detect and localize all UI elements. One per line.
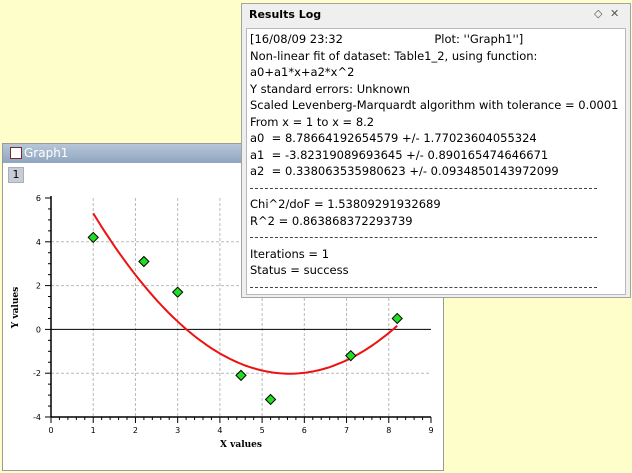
x-tick-label: 9	[428, 426, 433, 435]
log-timestamp: [16/08/09 23:32	[250, 32, 343, 46]
x-tick-label: 8	[386, 426, 391, 435]
data-point[interactable]	[171, 286, 184, 298]
data-point[interactable]	[235, 369, 247, 382]
log-line: From x = 1 to x = 8.2	[250, 114, 375, 129]
log-line: a1 = -3.82319089693645 +/- 0.89016547464…	[250, 147, 549, 162]
log-header-line: [16/08/09 23:32 Plot: ''Graph1'']	[250, 31, 625, 48]
x-tick-label: 6	[302, 426, 307, 435]
data-point[interactable]	[345, 349, 357, 362]
log-plot-name: Plot: ''Graph1'']	[434, 32, 524, 46]
graph-icon	[10, 147, 22, 159]
log-separator	[250, 279, 625, 296]
log-line: Iterations = 1	[250, 246, 330, 261]
data-point[interactable]	[264, 393, 277, 406]
x-tick-label: 3	[175, 426, 180, 435]
fit-curve[interactable]	[92, 212, 398, 375]
graph-title: Graph1	[24, 146, 69, 160]
results-log-window[interactable]: Results Log ◇ ✕ [16/08/09 23:32 Plot: ''…	[241, 3, 631, 298]
y-tick-label: 2	[36, 282, 41, 291]
y-tick-label: 4	[36, 238, 41, 247]
log-line: a0+a1*x+a2*x^2	[250, 65, 355, 79]
log-line: R^2 = 0.863868372293739	[250, 213, 413, 228]
layer-button[interactable]: 1	[8, 167, 24, 183]
log-line: a0 = 8.78664192654579 +/- 1.770236040553…	[250, 131, 537, 145]
y-tick-label: 6	[36, 194, 41, 203]
close-icon[interactable]: ✕	[610, 7, 620, 20]
x-tick-label: 0	[48, 426, 53, 435]
x-tick-label: 4	[217, 426, 222, 435]
log-separator	[250, 180, 625, 197]
log-line: Chi^2/doF = 1.53809291932689	[250, 197, 441, 211]
log-separator	[250, 229, 625, 246]
x-tick-label: 2	[133, 426, 138, 435]
y-tick-label: -2	[33, 369, 41, 378]
data-point[interactable]	[138, 255, 150, 268]
y-tick-label: -4	[33, 413, 41, 422]
results-log-titlebar[interactable]: Results Log ◇ ✕	[242, 4, 630, 26]
x-axis-title: X values	[220, 440, 262, 450]
x-tick-label: 5	[260, 426, 265, 435]
x-tick-label: 1	[91, 426, 96, 435]
float-icon[interactable]: ◇	[594, 7, 603, 20]
log-line: Non-linear fit of dataset: Table1_2, usi…	[250, 48, 538, 63]
results-log-content[interactable]: [16/08/09 23:32 Plot: ''Graph1''] Non-li…	[246, 28, 626, 295]
y-tick-label: 0	[36, 325, 41, 334]
data-point[interactable]	[391, 312, 403, 325]
x-tick-label: 7	[344, 426, 349, 435]
log-line: Status = success	[250, 263, 349, 277]
log-line: Y standard errors: Unknown	[250, 81, 411, 96]
data-point[interactable]	[87, 231, 99, 244]
y-axis-title: Y values	[11, 287, 21, 329]
log-line: Scaled Levenberg-Marquardt algorithm wit…	[250, 98, 619, 112]
log-line: a2 = 0.338063535980623 +/- 0.09348501439…	[250, 164, 559, 178]
results-log-title: Results Log	[249, 8, 322, 21]
